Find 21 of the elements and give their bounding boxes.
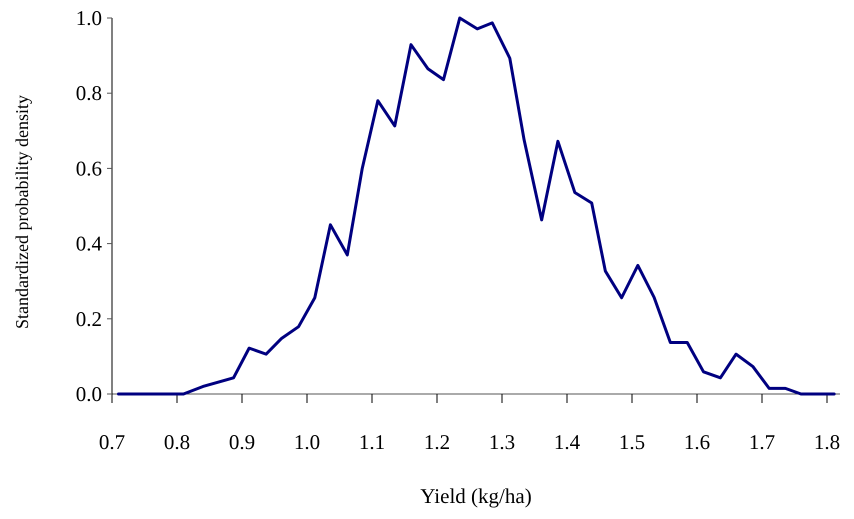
- x-tick-label: 1.5: [618, 430, 646, 454]
- y-tick-label: 0.4: [76, 232, 102, 256]
- y-tick-label: 0.2: [76, 306, 102, 331]
- x-tick-label: 1.2: [424, 430, 450, 454]
- x-tick-label: 0.7: [98, 430, 126, 454]
- x-tick-label: 1.3: [488, 430, 516, 454]
- y-tick-label: 0.8: [76, 81, 102, 106]
- y-tick-label: 0.0: [76, 382, 102, 406]
- y-axis-title: Standardized probability density: [12, 95, 32, 329]
- x-tick-label: 0.9: [228, 430, 256, 454]
- x-tick-label: 1.1: [358, 430, 386, 454]
- x-tick-label: 0.8: [164, 430, 190, 454]
- line-series: [117, 16, 836, 396]
- x-tick-label: 1.8: [814, 430, 840, 454]
- y-tick-label: 1.0: [76, 6, 102, 30]
- x-tick-label: 1.4: [554, 430, 581, 454]
- x-axis-title: Yield (kg/ha): [420, 484, 532, 508]
- y-tick-label: 0.6: [76, 156, 102, 180]
- x-tick-label: 1.6: [684, 430, 710, 454]
- x-tick-label: 1.7: [748, 430, 776, 454]
- x-tick-label: 1.0: [294, 430, 320, 454]
